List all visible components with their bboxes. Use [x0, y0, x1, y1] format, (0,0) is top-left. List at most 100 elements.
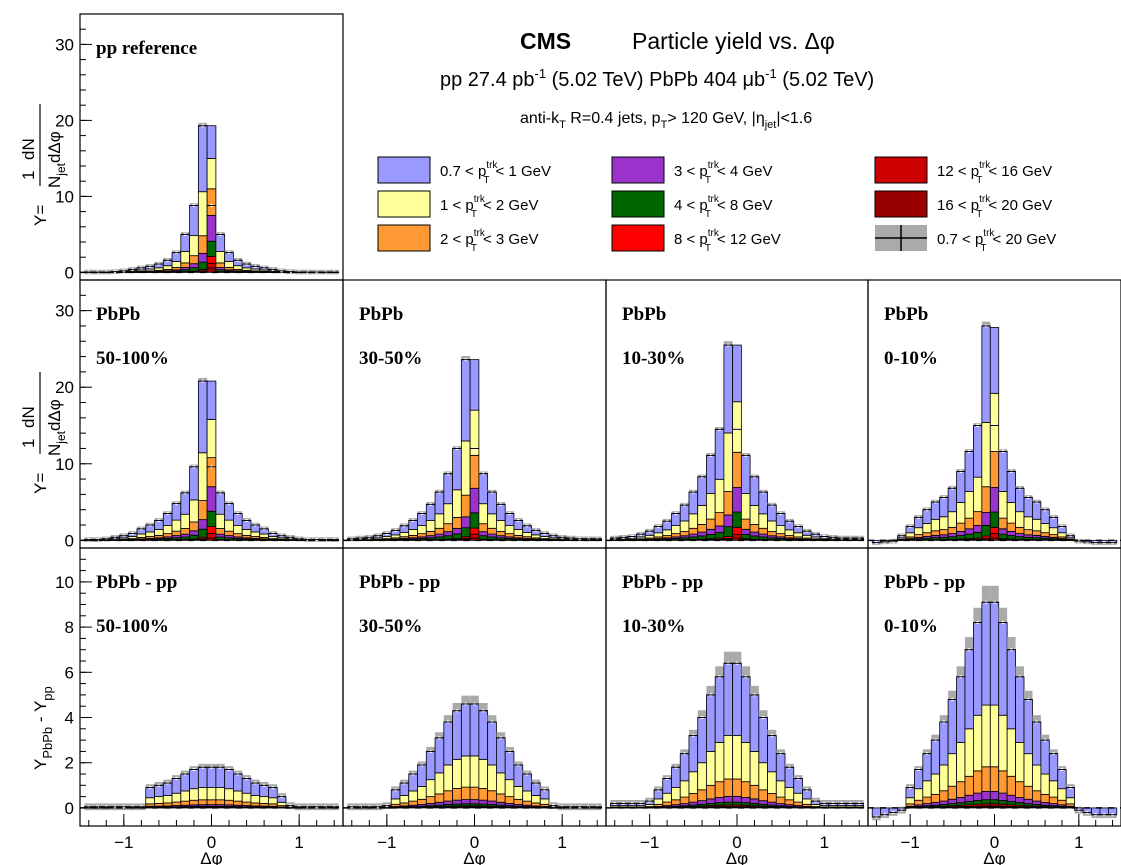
bar-segment	[399, 531, 410, 538]
bar-segment	[469, 512, 480, 529]
y-axis-label-prefix: Y=	[31, 473, 50, 494]
bar-segment	[233, 513, 243, 527]
bar-segment	[241, 528, 252, 536]
legend-label-sup: trk	[474, 194, 486, 205]
bar-segment	[452, 516, 462, 529]
bar-segment	[259, 784, 269, 798]
bar-segment	[469, 454, 480, 489]
y-tick-label: 8	[65, 618, 74, 637]
bar-segment	[688, 533, 699, 538]
bar-segment	[688, 735, 699, 773]
bar-segment	[504, 533, 515, 538]
bar-segment	[964, 801, 974, 806]
bar-segment	[206, 380, 217, 420]
bar-segment	[417, 525, 427, 535]
bar-segment	[469, 703, 480, 757]
bar-segment	[981, 486, 991, 513]
bar-segment	[154, 802, 164, 807]
bar-segment	[469, 487, 480, 514]
bar-segment	[1032, 518, 1042, 532]
bar-segment	[964, 533, 974, 539]
panel-pbpb-2: PbPb 10-30%	[605, 279, 869, 549]
bar-segment	[989, 799, 1000, 805]
bar-segment	[162, 265, 173, 270]
bar-segment	[259, 533, 269, 538]
bar-segment	[1023, 529, 1033, 536]
bar-segment	[989, 451, 1000, 488]
bar-segment	[1006, 502, 1016, 524]
bar-segment	[496, 737, 506, 774]
bar-segment	[513, 764, 524, 787]
bar-segment	[714, 741, 725, 783]
stacked-bars	[83, 122, 340, 275]
legend-label-pre: 1 < p	[440, 197, 474, 214]
bar-segment	[939, 516, 949, 531]
legend-entry: 8 < ptrk T < 12 GeV	[611, 224, 781, 254]
bar-segment	[215, 233, 226, 252]
bar-segment	[1015, 487, 1025, 513]
bar-segment	[180, 773, 190, 792]
bar-segment	[1015, 526, 1025, 534]
bar-segment	[250, 782, 261, 796]
bar-segment	[706, 533, 716, 540]
legend-label: 0.7 < ptrk T < 20 GeV	[937, 228, 1056, 254]
y-tick-label: 10	[55, 455, 74, 474]
bar-segment	[998, 491, 1008, 519]
bar-segment	[513, 786, 524, 800]
bar-segment	[956, 535, 966, 540]
bar-segment	[913, 527, 924, 535]
bar-segment	[224, 788, 234, 801]
bar-segment	[180, 492, 190, 515]
den-sub: jet	[54, 430, 68, 444]
bar-segment	[981, 766, 991, 792]
bar-segment	[197, 191, 208, 237]
legend-label-post: < 20 GeV	[993, 231, 1057, 248]
bar-segment	[1032, 721, 1042, 766]
bar-segment	[1040, 509, 1050, 524]
bar-segment	[922, 796, 932, 804]
bar-segment	[417, 764, 427, 787]
bar-segment	[233, 773, 243, 792]
legend-swatch	[874, 190, 928, 218]
bar-segment	[206, 262, 217, 269]
bar-segment	[189, 788, 199, 801]
bar-segment	[922, 780, 932, 798]
stacked-bars	[83, 377, 340, 542]
bar-segment	[784, 766, 795, 788]
bar-segment	[487, 764, 497, 792]
bar-segment	[740, 528, 751, 535]
den-sub: jet	[54, 162, 68, 176]
bar-segment	[206, 526, 217, 534]
legend-label-pre: 0.7 < p	[937, 231, 983, 248]
x-tick-label: 0	[990, 833, 999, 852]
panel-label: 50-100%	[96, 348, 169, 369]
legend-label-sub: T	[483, 175, 489, 186]
legend-label-sub: T	[705, 243, 711, 254]
bar-segment	[749, 531, 760, 537]
bar-segment	[487, 533, 497, 538]
y-tick-label: 0	[65, 799, 74, 818]
panel-label: 30-50%	[359, 348, 422, 369]
bar-segment	[206, 214, 217, 242]
bar-segment	[233, 525, 243, 535]
legend-label-sub: T	[471, 243, 477, 254]
bar-segment	[487, 790, 497, 802]
bar-segment	[749, 476, 760, 506]
bar-segment	[197, 235, 208, 254]
bar-segment	[964, 728, 974, 777]
x-axis-label: Δφ	[200, 849, 222, 865]
bar-segment	[989, 791, 1000, 801]
bar-segment	[1032, 790, 1042, 802]
bar-segment	[443, 473, 453, 505]
bar-segment	[189, 205, 199, 237]
panel-label: 0-10%	[884, 616, 938, 637]
stacked-bars	[346, 356, 603, 542]
bar-segment	[434, 533, 445, 538]
bar-segment	[154, 784, 164, 798]
bar-segment	[487, 527, 497, 535]
bar-segment	[197, 261, 208, 270]
bar-segment	[206, 240, 217, 257]
bar-segment	[989, 533, 1000, 539]
legend-label-sup: trk	[708, 194, 720, 205]
